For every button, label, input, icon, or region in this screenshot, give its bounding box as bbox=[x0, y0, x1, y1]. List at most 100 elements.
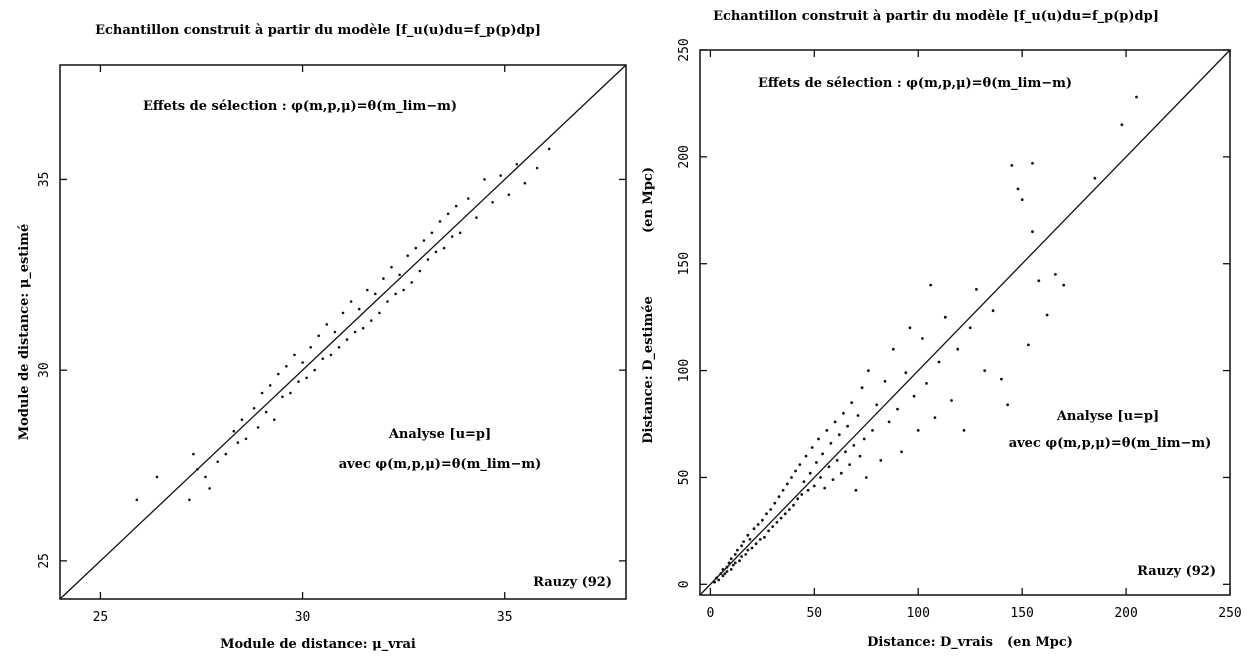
y-tick-label: 200 bbox=[677, 145, 692, 168]
scatter-point bbox=[321, 357, 325, 361]
scatter-point bbox=[458, 231, 462, 235]
scatter-point bbox=[1006, 403, 1009, 407]
scatter-point bbox=[781, 488, 785, 492]
scatter-point bbox=[856, 414, 860, 417]
scatter-point bbox=[325, 323, 329, 326]
scatter-point bbox=[317, 334, 321, 338]
y-tick-label: 35 bbox=[37, 172, 52, 188]
scatter-point bbox=[188, 498, 191, 502]
left-x-axis-label: Module de distance: μ_vrai bbox=[220, 637, 416, 652]
scatter-point bbox=[204, 475, 207, 479]
scatter-point bbox=[829, 441, 833, 445]
scatter-point bbox=[844, 450, 847, 454]
scatter-point bbox=[418, 269, 422, 273]
scatter-point bbox=[483, 178, 486, 181]
scatter-point bbox=[729, 557, 733, 561]
scatter-point bbox=[991, 309, 995, 313]
scatter-point bbox=[1062, 283, 1066, 287]
scatter-point bbox=[434, 250, 438, 254]
scatter-point bbox=[850, 401, 854, 404]
scatter-point bbox=[773, 501, 777, 505]
scatter-point bbox=[808, 471, 812, 475]
scatter-point bbox=[742, 540, 745, 543]
scatter-point bbox=[756, 523, 760, 526]
scatter-point bbox=[727, 561, 731, 565]
scatter-point bbox=[725, 570, 729, 573]
scatter-point bbox=[475, 216, 478, 219]
scatter-point bbox=[1120, 123, 1124, 127]
scatter-point bbox=[891, 347, 895, 351]
scatter-point bbox=[904, 371, 908, 375]
scatter-point bbox=[285, 365, 288, 368]
scatter-point bbox=[765, 512, 768, 516]
scatter-point bbox=[349, 300, 353, 303]
scatter-point bbox=[796, 497, 800, 501]
right-scatter-points bbox=[713, 95, 1138, 584]
right-y-axis-label: Distance: D_estimée bbox=[641, 296, 656, 444]
scatter-point bbox=[192, 452, 195, 456]
scatter-point bbox=[155, 475, 159, 479]
scatter-point bbox=[761, 518, 764, 522]
right-plot-frame bbox=[699, 49, 1231, 596]
left-plot-frame bbox=[59, 64, 627, 600]
scatter-point bbox=[821, 452, 824, 456]
scatter-point bbox=[236, 441, 240, 444]
scatter-point bbox=[750, 546, 754, 550]
scatter-point bbox=[921, 337, 924, 340]
scatter-point bbox=[867, 369, 870, 372]
scatter-point bbox=[297, 380, 300, 383]
scatter-point bbox=[848, 463, 851, 466]
scatter-point bbox=[842, 411, 845, 415]
scatter-point bbox=[507, 193, 511, 196]
y-tick-label: 25 bbox=[37, 553, 52, 569]
scatter-point bbox=[547, 147, 551, 151]
scatter-point bbox=[900, 450, 903, 454]
scatter-point bbox=[792, 503, 795, 507]
scatter-point bbox=[289, 391, 292, 395]
scatter-point bbox=[1027, 343, 1030, 347]
scatter-point bbox=[721, 568, 725, 571]
scatter-point bbox=[264, 410, 268, 414]
scatter-point bbox=[819, 476, 822, 479]
scatter-point bbox=[422, 239, 426, 242]
scatter-point bbox=[933, 416, 937, 419]
scatter-point bbox=[802, 480, 806, 484]
scatter-point bbox=[1054, 273, 1057, 276]
scatter-point bbox=[491, 201, 494, 204]
scatter-point bbox=[442, 246, 446, 250]
y-tick-label: 0 bbox=[677, 580, 692, 588]
scatter-point bbox=[366, 288, 369, 292]
scatter-point bbox=[1037, 279, 1041, 283]
scatter-point bbox=[232, 429, 236, 433]
scatter-point bbox=[854, 488, 858, 492]
scatter-point bbox=[135, 498, 139, 502]
scatter-point bbox=[499, 174, 503, 177]
right-y-axis-unit: (en Mpc) bbox=[641, 167, 656, 233]
scatter-point bbox=[875, 403, 879, 407]
scatter-point bbox=[216, 460, 219, 464]
scatter-point bbox=[398, 273, 401, 277]
scatter-point bbox=[777, 495, 781, 499]
scatter-point bbox=[806, 488, 810, 492]
scatter-point bbox=[337, 346, 341, 349]
scatter-point bbox=[313, 368, 317, 372]
scatter-point bbox=[450, 235, 454, 238]
scatter-point bbox=[260, 391, 264, 395]
right-annotation-mid-1: Analyse [u=p] bbox=[1056, 409, 1159, 424]
scatter-point bbox=[374, 292, 377, 296]
right-y-ticks: 0 50 100 150 200 250 bbox=[677, 38, 1230, 588]
scatter-point bbox=[746, 548, 750, 552]
scatter-point bbox=[1000, 377, 1003, 381]
scatter-point bbox=[224, 452, 228, 456]
x-tick-label: 25 bbox=[93, 610, 109, 625]
scatter-point bbox=[839, 471, 843, 475]
scatter-point bbox=[293, 353, 296, 357]
scatter-point bbox=[523, 181, 527, 185]
scatter-point bbox=[406, 254, 410, 257]
scatter-point bbox=[281, 395, 284, 399]
scatter-point bbox=[733, 561, 737, 565]
scatter-point bbox=[370, 319, 373, 322]
scatter-point bbox=[858, 454, 862, 458]
scatter-point bbox=[738, 559, 741, 563]
scatter-point bbox=[301, 361, 304, 364]
